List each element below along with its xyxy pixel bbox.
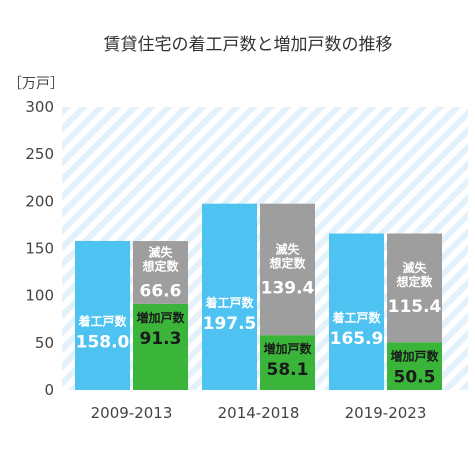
bar-increase	[387, 342, 442, 390]
y-tick-label: 100	[25, 287, 54, 305]
bar-demolish	[260, 203, 315, 336]
y-tick-label: 0	[44, 381, 54, 399]
bar-start	[329, 233, 384, 390]
series-label-increase: 増加戸数	[390, 348, 439, 363]
data-label-demolish: 66.6	[140, 281, 182, 301]
bar-increase	[133, 303, 188, 390]
y-tick-label: 250	[25, 145, 54, 163]
series-label-increase: 増加戸数	[136, 310, 185, 325]
data-label-demolish: 139.4	[261, 278, 315, 298]
bar-demolish	[133, 241, 188, 304]
bar-start	[75, 240, 130, 390]
y-tick-label: 150	[25, 240, 54, 258]
y-axis: 0 50 100 150 200 250 300	[25, 98, 54, 399]
series-label-demolish: 滅失	[148, 244, 173, 259]
series-label-start: 着工戸数	[331, 310, 381, 325]
series-label-start: 着工戸数	[77, 313, 127, 328]
data-label-increase: 58.1	[267, 360, 309, 380]
series-label-demolish: 滅失	[275, 241, 300, 256]
x-tick-label: 2019-2023	[345, 404, 427, 422]
data-label-increase: 91.3	[140, 329, 182, 349]
data-label-start: 165.9	[330, 329, 384, 349]
chart-title: 賃貸住宅の着工戸数と増加戸数の推移	[104, 35, 393, 55]
unit-label: ［万戸］	[8, 76, 64, 92]
series-label-demolish: 想定数	[268, 255, 306, 270]
data-label-start: 158.0	[76, 332, 130, 352]
data-label-increase: 50.5	[394, 367, 436, 387]
bar-increase	[260, 335, 315, 390]
bar-demolish	[387, 233, 442, 343]
y-tick-label: 50	[35, 334, 54, 352]
series-label-start: 着工戸数	[204, 295, 254, 310]
series-label-demolish: 滅失	[402, 260, 427, 275]
series-label-demolish: 想定数	[141, 258, 179, 273]
bars: 着工戸数158.0増加戸数91.3滅失想定数66.6着工戸数197.5増加戸数5…	[75, 203, 442, 390]
y-tick-label: 300	[25, 98, 54, 116]
x-tick-label: 2009-2013	[91, 404, 173, 422]
bar-start	[202, 203, 257, 390]
x-tick-label: 2014-2018	[218, 404, 300, 422]
series-label-increase: 増加戸数	[263, 341, 312, 356]
data-label-start: 197.5	[203, 314, 257, 334]
series-label-demolish: 想定数	[395, 274, 433, 289]
y-tick-label: 200	[25, 192, 54, 210]
data-label-demolish: 115.4	[388, 297, 442, 317]
x-axis: 2009-2013 2014-2018 2019-2023	[91, 404, 427, 422]
